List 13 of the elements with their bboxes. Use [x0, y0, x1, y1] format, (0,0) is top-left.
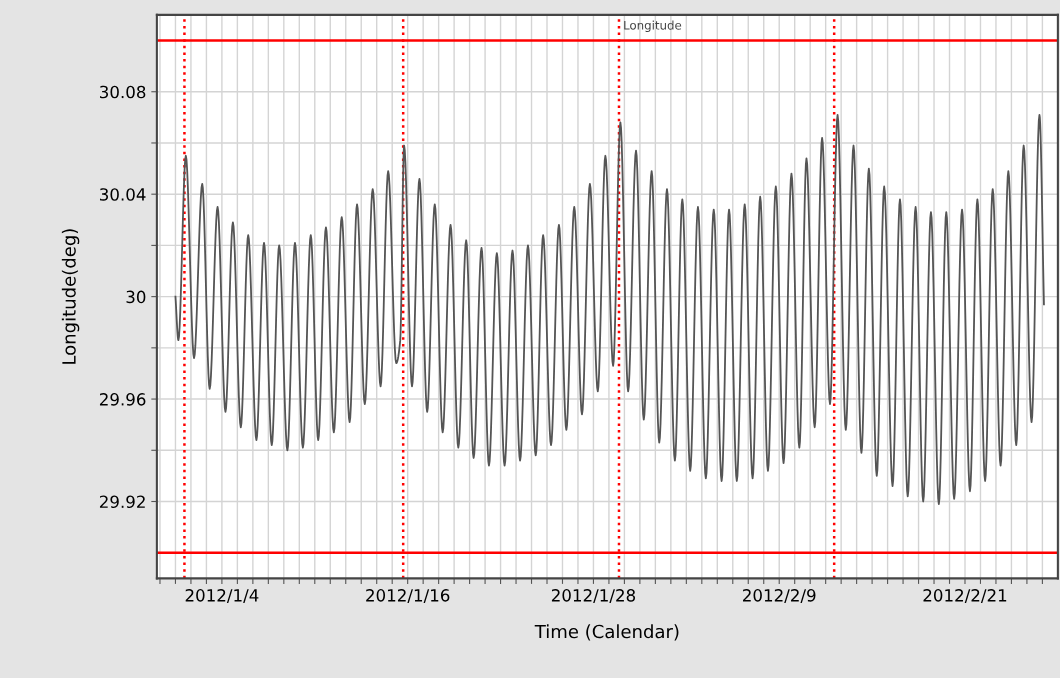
y-tick-label: 30 — [126, 290, 146, 304]
x-axis-title: Time (Calendar) — [534, 624, 679, 641]
y-tick-label: 30.08 — [100, 85, 146, 99]
chart-title: Longitude — [624, 20, 682, 32]
y-tick-label: 30.04 — [100, 188, 146, 201]
x-tick-label: 2012/2/21 — [923, 589, 1007, 603]
x-tick-label: 2012/1/4 — [185, 589, 259, 603]
y-tick-label: 29.92 — [99, 495, 145, 509]
y-tick-label: 29.96 — [99, 393, 146, 406]
x-tick-label: 2012/1/28 — [551, 589, 636, 603]
y-axis-title: Longitude(deg) — [61, 229, 80, 364]
x-tick-label: 2012/2/9 — [743, 589, 816, 603]
x-tick-label: 2012/1/16 — [366, 589, 450, 603]
